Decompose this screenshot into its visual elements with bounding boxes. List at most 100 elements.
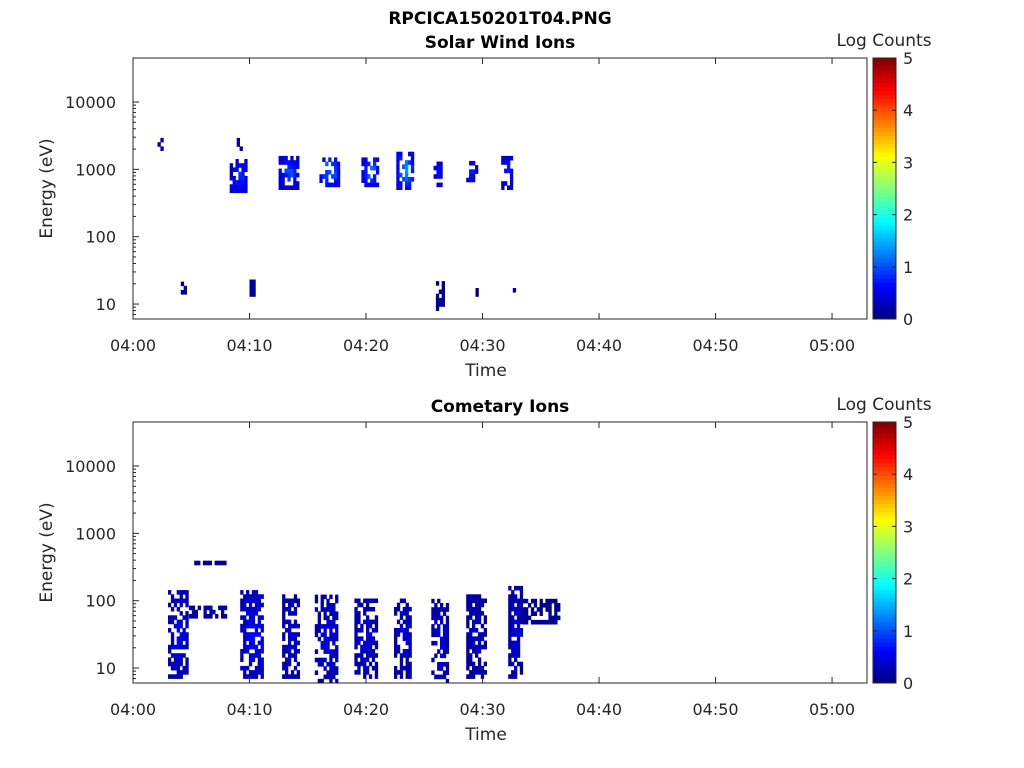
data-pixel — [240, 606, 244, 612]
data-pixel — [223, 605, 228, 611]
data-pixel — [182, 632, 186, 637]
data-pixel — [334, 161, 338, 167]
data-pixel — [410, 164, 415, 169]
colorbar-swatch — [873, 159, 896, 165]
data-pixel — [260, 644, 264, 650]
data-pixel — [293, 164, 297, 169]
data-pixel — [293, 657, 298, 662]
data-pixel — [501, 160, 505, 165]
data-pixel — [408, 636, 412, 641]
data-pixel — [514, 619, 518, 625]
data-pixel — [441, 302, 445, 307]
data-pixel — [221, 609, 225, 615]
data-pixel — [371, 657, 376, 662]
data-pixel — [445, 678, 450, 684]
colorbar-swatch — [873, 442, 896, 447]
data-pixel — [368, 640, 373, 646]
data-pixel — [368, 606, 373, 612]
data-pixel — [438, 302, 443, 307]
data-pixel — [246, 606, 250, 612]
data-pixel — [516, 644, 521, 650]
data-pixel — [533, 611, 538, 616]
data-pixel — [469, 670, 473, 675]
data-pixel — [320, 657, 324, 663]
data-pixel — [168, 615, 172, 620]
data-pixel — [287, 168, 291, 174]
data-pixel — [240, 665, 244, 671]
data-pixel — [370, 182, 374, 188]
data-pixel — [240, 615, 244, 620]
data-pixel — [551, 619, 555, 625]
data-pixel — [405, 628, 409, 633]
data-pixel — [332, 670, 336, 675]
y-tick-label: 1000 — [75, 160, 116, 179]
data-pixel — [475, 594, 479, 599]
data-pixel — [525, 607, 529, 612]
data-pixel — [504, 168, 508, 174]
data-pixel — [469, 594, 473, 599]
data-pixel — [285, 644, 289, 650]
data-pixel — [469, 173, 473, 179]
data-pixel — [475, 649, 479, 654]
panel-1: 04:00 04:10 04:20 04:30 04:40 04:50 05:0010100… — [37, 31, 932, 381]
data-pixel — [357, 640, 361, 646]
data-pixel — [282, 632, 286, 637]
colorbar-swatch — [873, 176, 896, 181]
data-pixel — [396, 644, 401, 650]
data-pixel — [179, 594, 183, 599]
data-pixel — [475, 628, 479, 633]
data-pixel — [243, 594, 247, 599]
data-pixel — [314, 624, 319, 629]
data-pixel — [402, 632, 406, 637]
colorbar-swatch — [873, 585, 896, 590]
data-pixel — [466, 602, 470, 608]
data-pixel — [442, 628, 447, 633]
colorbar-swatch — [873, 245, 896, 251]
data-pixel — [530, 607, 535, 612]
colorbar-swatch — [873, 180, 896, 185]
data-pixel — [434, 628, 438, 633]
data-pixel — [288, 653, 292, 658]
data-pixel — [475, 665, 479, 671]
data-pixel — [288, 606, 292, 612]
data-pixel — [511, 590, 515, 595]
data-pixel — [508, 602, 512, 608]
data-pixel — [293, 185, 297, 190]
data-pixel — [437, 632, 441, 638]
colorbar-tick-label: 4 — [903, 465, 913, 484]
data-pixel — [477, 632, 482, 637]
data-pixel — [229, 184, 233, 189]
data-pixel — [475, 288, 479, 293]
data-pixel — [508, 674, 512, 679]
data-pixel — [514, 657, 518, 662]
data-pixel — [366, 657, 370, 662]
data-pixel — [466, 640, 470, 646]
data-pixel — [293, 632, 298, 637]
data-pixel — [405, 606, 409, 612]
data-pixel — [244, 180, 248, 185]
data-pixel — [402, 177, 406, 182]
data-pixel — [357, 619, 361, 625]
data-pixel — [441, 281, 445, 286]
data-pixel — [335, 666, 339, 671]
data-pixel — [248, 636, 253, 641]
data-pixel — [176, 590, 180, 595]
data-pixel — [326, 662, 330, 667]
data-pixel — [542, 619, 546, 625]
data-pixel — [373, 182, 377, 188]
data-pixel — [332, 674, 336, 680]
data-pixel — [241, 171, 245, 177]
colorbar-tick-label: 1 — [903, 622, 913, 641]
data-pixel — [335, 670, 339, 675]
data-cluster-4 — [240, 590, 264, 679]
data-pixel — [182, 644, 186, 650]
colorbar-swatch — [873, 650, 896, 655]
data-pixel — [284, 160, 288, 165]
data-pixel — [475, 611, 479, 616]
data-pixel — [293, 644, 298, 650]
data-pixel — [288, 602, 292, 608]
data-pixel — [282, 623, 286, 629]
data-pixel — [480, 598, 485, 604]
data-pixel — [374, 615, 379, 620]
data-pixel — [243, 640, 247, 646]
